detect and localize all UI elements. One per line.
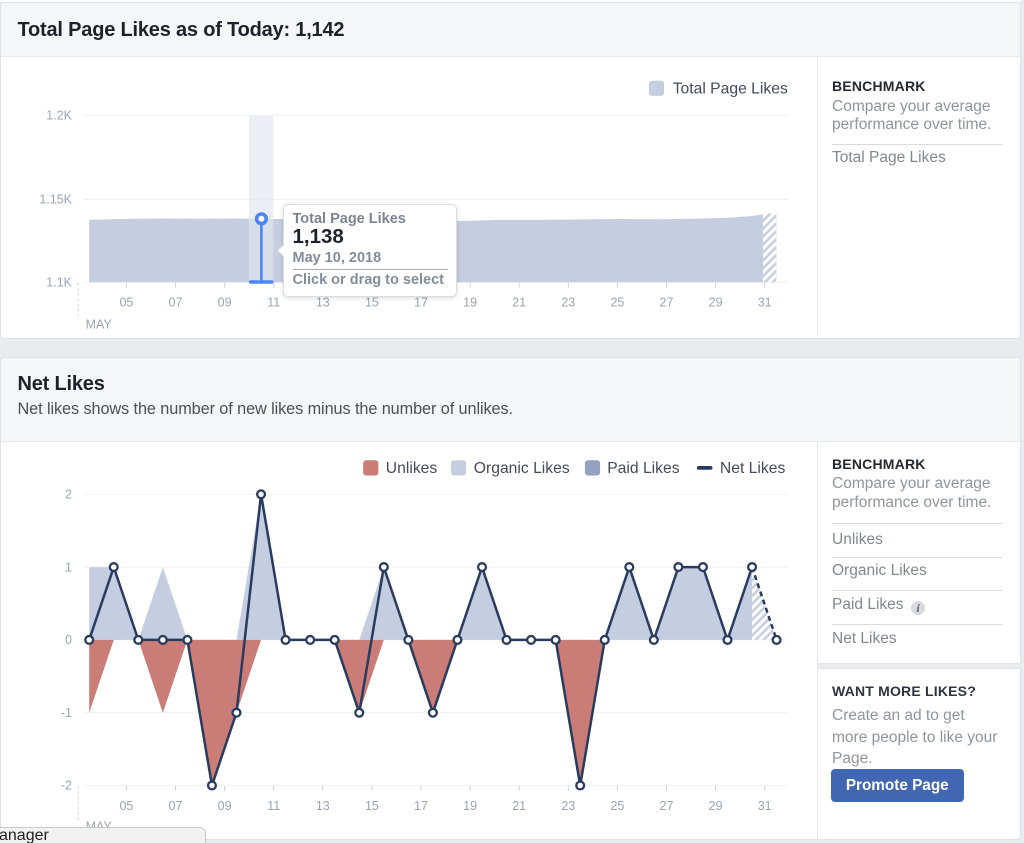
svg-text:1.1K: 1.1K [46, 276, 72, 290]
svg-text:29: 29 [709, 799, 723, 813]
svg-text:07: 07 [169, 296, 183, 310]
svg-text:11: 11 [267, 296, 280, 310]
svg-text:1.2K: 1.2K [46, 109, 72, 123]
svg-text:31: 31 [758, 799, 772, 813]
svg-text:17: 17 [414, 296, 428, 310]
svg-text:23: 23 [561, 296, 575, 310]
svg-text:Net Likes: Net Likes [720, 460, 786, 477]
svg-text:27: 27 [660, 296, 674, 310]
svg-text:15: 15 [365, 799, 379, 813]
svg-text:25: 25 [610, 799, 624, 813]
svg-text:21: 21 [512, 799, 526, 813]
svg-text:21: 21 [512, 296, 526, 310]
svg-text:17: 17 [414, 799, 428, 813]
svg-text:MAY: MAY [86, 318, 113, 332]
svg-text:2: 2 [65, 488, 72, 502]
svg-text:13: 13 [316, 296, 330, 310]
svg-text:11: 11 [267, 799, 280, 813]
svg-text:19: 19 [463, 296, 477, 310]
svg-text:Unlikes: Unlikes [386, 460, 438, 477]
svg-text:-2: -2 [61, 779, 72, 793]
svg-text:Paid Likes: Paid Likes [607, 460, 680, 477]
svg-text:23: 23 [561, 799, 575, 813]
svg-text:Total Page Likes: Total Page Likes [673, 80, 788, 97]
svg-text:05: 05 [119, 799, 133, 813]
svg-text:07: 07 [169, 799, 183, 813]
svg-text:1.15K: 1.15K [39, 193, 72, 207]
svg-text:05: 05 [119, 296, 133, 310]
svg-text:0: 0 [65, 633, 72, 647]
svg-text:-1: -1 [61, 706, 72, 720]
svg-text:29: 29 [709, 296, 723, 310]
svg-text:27: 27 [660, 799, 674, 813]
svg-text:15: 15 [365, 296, 379, 310]
svg-text:1: 1 [65, 560, 72, 574]
svg-text:09: 09 [218, 799, 232, 813]
svg-text:31: 31 [758, 296, 772, 310]
svg-text:25: 25 [610, 296, 624, 310]
svg-text:19: 19 [463, 799, 477, 813]
svg-text:Organic Likes: Organic Likes [474, 460, 570, 477]
svg-text:09: 09 [218, 296, 232, 310]
svg-text:13: 13 [316, 799, 330, 813]
